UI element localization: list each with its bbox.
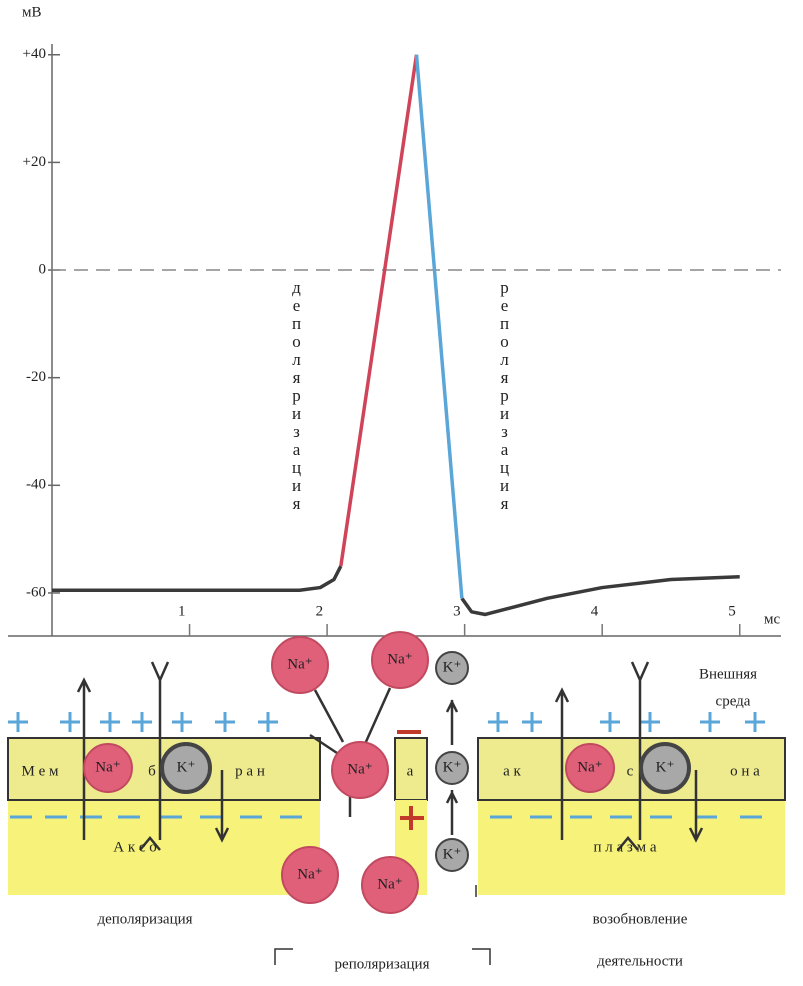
ion: [361, 856, 419, 914]
ion-label: K⁺: [177, 759, 196, 775]
x-tick-label: 4: [591, 603, 599, 619]
ion: [371, 631, 429, 689]
ion: [271, 636, 329, 694]
x-tick-label: 1: [178, 603, 186, 619]
ion-label: Na⁺: [287, 656, 312, 672]
y-tick-label: +20: [23, 154, 46, 170]
annotation: реполяризация: [495, 278, 514, 512]
ion: [639, 742, 691, 794]
ion: [435, 651, 469, 685]
ion-label: K⁺: [443, 659, 462, 675]
ion-label: Na⁺: [347, 761, 372, 777]
x-tick-label: 3: [453, 603, 461, 619]
ion-label: Na⁺: [577, 759, 602, 775]
y-tick-label: +40: [23, 46, 46, 62]
ion-label: Na⁺: [95, 759, 120, 775]
ion: [281, 846, 339, 904]
membrane-text: б: [148, 763, 156, 779]
ion-label: Na⁺: [297, 866, 322, 882]
series-line: [52, 565, 740, 617]
axoplasm-text: п л а з м а: [594, 839, 657, 855]
membrane-text: М е м: [22, 763, 59, 779]
axoplasm-text: А к с о: [113, 839, 157, 855]
membrane: [477, 737, 786, 801]
membrane: [394, 737, 428, 801]
caption: деполяризация: [97, 911, 192, 927]
ion: [160, 742, 212, 794]
series-line: [414, 54, 464, 599]
membrane-text: р а н: [235, 763, 265, 779]
plus-signs: [8, 712, 765, 732]
membrane-text: с: [627, 763, 634, 779]
y-axis-label: мВ: [22, 4, 42, 20]
membrane-text: а к: [503, 763, 521, 779]
x-axis-label: мс: [764, 611, 780, 627]
caption: реполяризация: [335, 956, 430, 972]
y-tick-label: -60: [26, 584, 46, 600]
ion: [435, 751, 469, 785]
x-tick-label: 2: [316, 603, 324, 619]
axoplasm: [8, 800, 320, 895]
ion-label: Na⁺: [387, 651, 412, 667]
y-tick-label: -20: [26, 369, 46, 385]
ion: [435, 838, 469, 872]
outer-medium: среда: [716, 693, 751, 709]
charge-signs: [397, 730, 424, 830]
ion-label: K⁺: [656, 759, 675, 775]
ion-label: K⁺: [443, 846, 462, 862]
x-tick-label: 5: [728, 603, 736, 619]
caption: возобновление: [593, 911, 688, 927]
membrane-text: о н а: [730, 763, 760, 779]
annotation: деполяризация: [287, 278, 306, 512]
outer-medium: Внешняя: [699, 666, 757, 682]
y-tick-label: -40: [26, 477, 46, 493]
caption: деятельности: [597, 953, 683, 969]
series-line: [339, 54, 419, 567]
ion-label: K⁺: [443, 759, 462, 775]
arrows: [76, 661, 704, 851]
ion: [331, 741, 389, 799]
ion: [83, 743, 133, 793]
ion: [565, 743, 615, 793]
ion-label: Na⁺: [377, 876, 402, 892]
y-tick-label: 0: [39, 261, 47, 277]
membrane-text: а: [407, 763, 414, 779]
